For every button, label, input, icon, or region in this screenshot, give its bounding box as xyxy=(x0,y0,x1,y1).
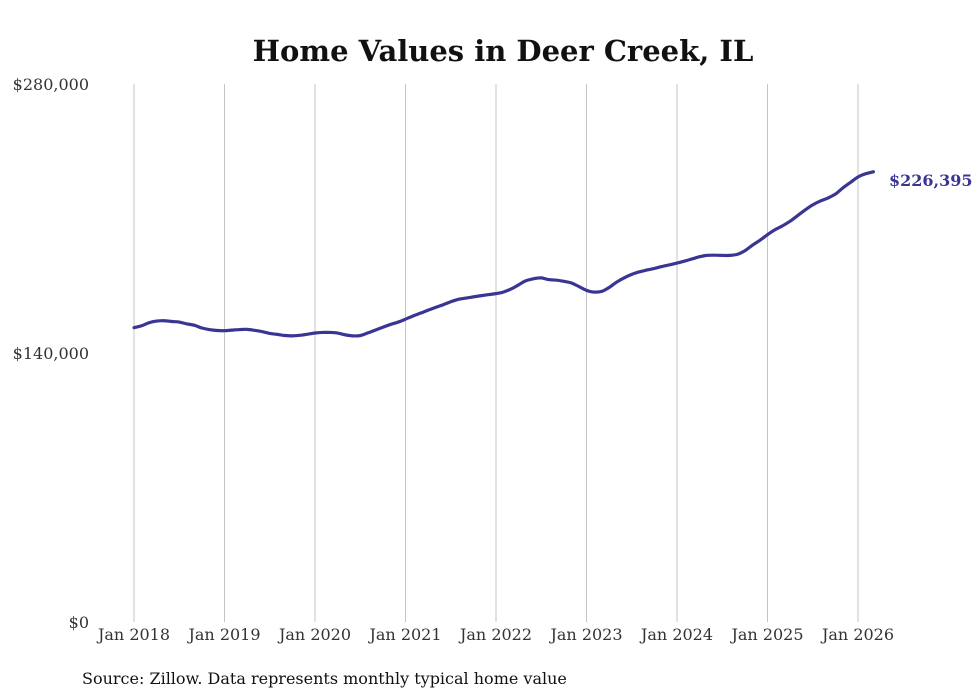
x-tick-label: Jan 2025 xyxy=(729,625,803,644)
x-tick-label: Jan 2023 xyxy=(548,625,622,644)
x-tick-label: Jan 2026 xyxy=(820,625,894,644)
x-tick-label: Jan 2021 xyxy=(367,625,441,644)
end-value-label: $226,395 xyxy=(889,171,973,190)
x-axis-ticks: Jan 2018 Jan 2019 Jan 2020 Jan 2021 Jan 2022… xyxy=(96,625,894,644)
y-tick-label: $280,000 xyxy=(13,75,89,94)
source-note: Source: Zillow. Data represents monthly … xyxy=(82,669,567,688)
gridlines xyxy=(133,84,859,622)
y-tick-label: $0 xyxy=(69,613,89,632)
y-axis-ticks: $0 $140,000 $280,000 xyxy=(13,75,89,632)
x-tick-label: Jan 2018 xyxy=(96,625,170,644)
series-line-home-value xyxy=(132,170,875,338)
chart-title: Home Values in Deer Creek, IL xyxy=(253,34,754,68)
x-tick-label: Jan 2019 xyxy=(186,625,260,644)
y-tick-label: $140,000 xyxy=(13,344,89,363)
x-tick-label: Jan 2022 xyxy=(458,625,532,644)
x-tick-label: Jan 2024 xyxy=(639,625,713,644)
x-tick-label: Jan 2020 xyxy=(277,625,351,644)
